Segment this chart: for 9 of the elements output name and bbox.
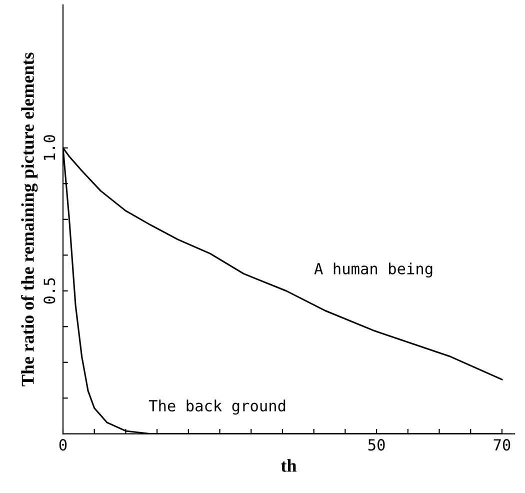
x-axis-title: th (281, 459, 297, 472)
y-tick-label: 0.5 (44, 278, 56, 304)
y-tick-label: 1.0 (44, 135, 56, 160)
series-label: The back ground (148, 400, 286, 415)
y-axis-title: The ratio of the remaining picture elements (21, 52, 38, 386)
x-tick-label: 0 (59, 439, 67, 451)
x-tick-label: 50 (368, 439, 385, 451)
series-label: A human being (314, 262, 432, 278)
x-tick-label: 70 (494, 439, 510, 451)
